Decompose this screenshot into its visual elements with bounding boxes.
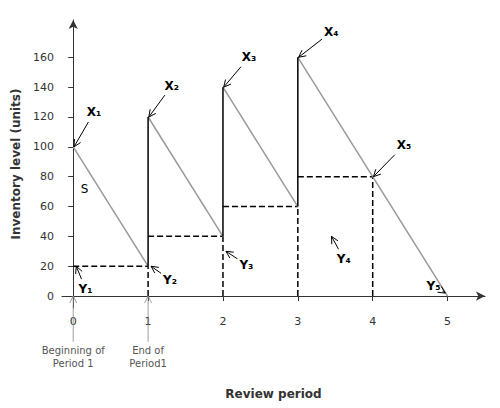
svg-text:0: 0 <box>47 290 54 303</box>
svg-text:60: 60 <box>40 200 54 213</box>
svg-text:100: 100 <box>33 140 54 153</box>
svg-text:X₅: X₅ <box>397 138 412 152</box>
svg-text:0: 0 <box>69 315 77 328</box>
svg-text:Y₄: Y₄ <box>336 252 351 266</box>
svg-text:Inventory level (units): Inventory level (units) <box>9 89 23 240</box>
svg-text:Y₂: Y₂ <box>162 273 177 287</box>
svg-text:X₃: X₃ <box>242 50 257 64</box>
svg-text:Y₅: Y₅ <box>426 279 441 293</box>
svg-text:X₄: X₄ <box>324 25 339 39</box>
svg-text:20: 20 <box>40 260 54 273</box>
svg-text:Y₃: Y₃ <box>238 258 253 272</box>
svg-text:1: 1 <box>144 315 152 328</box>
svg-text:40: 40 <box>40 230 54 243</box>
svg-text:3: 3 <box>294 315 301 328</box>
svg-text:Beginning of: Beginning of <box>42 345 106 356</box>
svg-text:End of: End of <box>132 345 164 356</box>
svg-text:120: 120 <box>33 110 54 123</box>
svg-text:S: S <box>81 182 89 196</box>
svg-text:160: 160 <box>33 51 54 64</box>
svg-text:2: 2 <box>219 315 226 328</box>
svg-text:5: 5 <box>444 315 451 328</box>
svg-text:X₁: X₁ <box>87 105 102 119</box>
svg-text:4: 4 <box>369 315 376 328</box>
svg-text:X₂: X₂ <box>165 79 180 93</box>
svg-text:140: 140 <box>33 81 54 94</box>
svg-text:Period1: Period1 <box>129 358 167 369</box>
svg-text:80: 80 <box>40 170 54 183</box>
svg-text:Review period: Review period <box>225 387 321 401</box>
svg-text:Y₁: Y₁ <box>77 282 92 296</box>
svg-text:Period 1: Period 1 <box>53 358 94 369</box>
